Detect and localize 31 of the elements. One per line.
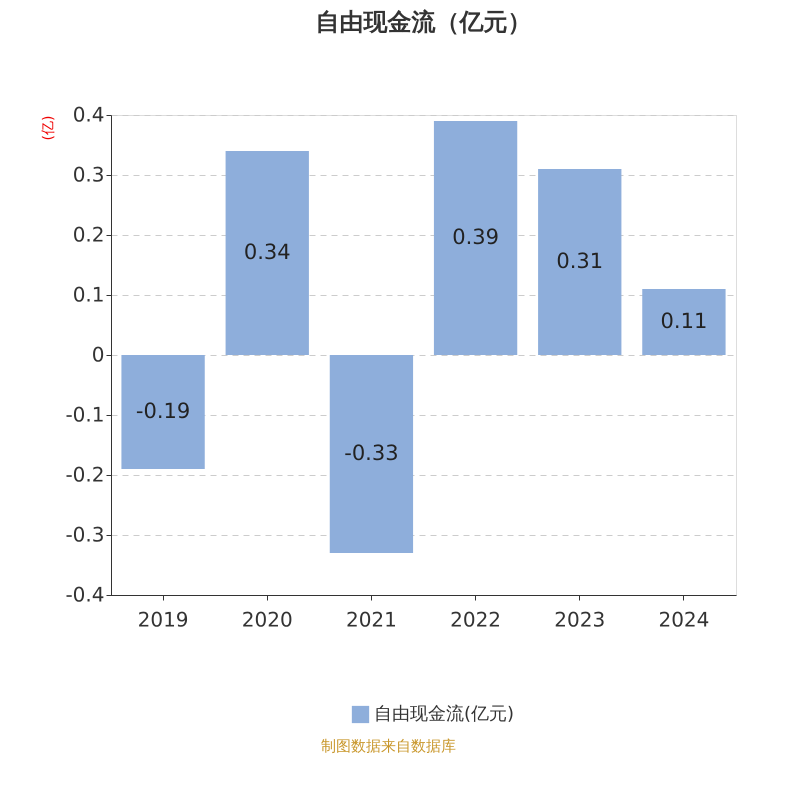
data-label: -0.19 [136, 399, 190, 423]
bar [434, 121, 518, 355]
y-tick-label: 0.4 [72, 102, 104, 126]
bar [330, 355, 414, 553]
y-tick-label: -0.3 [65, 522, 104, 546]
y-tick-label: 0 [92, 342, 104, 366]
y-tick-label: -0.1 [65, 402, 104, 426]
bar [642, 289, 726, 355]
data-label: 0.11 [660, 309, 708, 333]
text: 制图数据来自数据库 [320, 737, 456, 755]
legend-label: 自由现金流(亿元) [374, 704, 514, 724]
data-label: 0.39 [452, 225, 499, 249]
x-tick-label: 2020 [242, 608, 293, 632]
y-tick-label: 0.1 [72, 282, 104, 306]
data-label: 0.34 [244, 240, 291, 264]
x-tick-label: 2019 [138, 608, 189, 632]
x-tick-label: 2023 [554, 608, 606, 632]
y-tick-label: -0.2 [65, 462, 104, 486]
bar [538, 169, 622, 355]
y-tick-label: 0.3 [72, 162, 104, 186]
data-label: -0.33 [344, 441, 399, 465]
x-tick-label: 2022 [450, 608, 502, 632]
bar [226, 151, 309, 355]
x-tick-label: 2021 [346, 608, 397, 632]
x-tick-label: 2024 [658, 608, 710, 632]
y-tick-label: 0.2 [72, 222, 104, 246]
y-axis-title: (亿) [40, 116, 56, 140]
y-tick-label: -0.4 [65, 582, 104, 606]
chart-title: 自由现金流（亿元） [316, 8, 532, 36]
bar [121, 355, 205, 469]
data-label: 0.31 [556, 249, 604, 273]
